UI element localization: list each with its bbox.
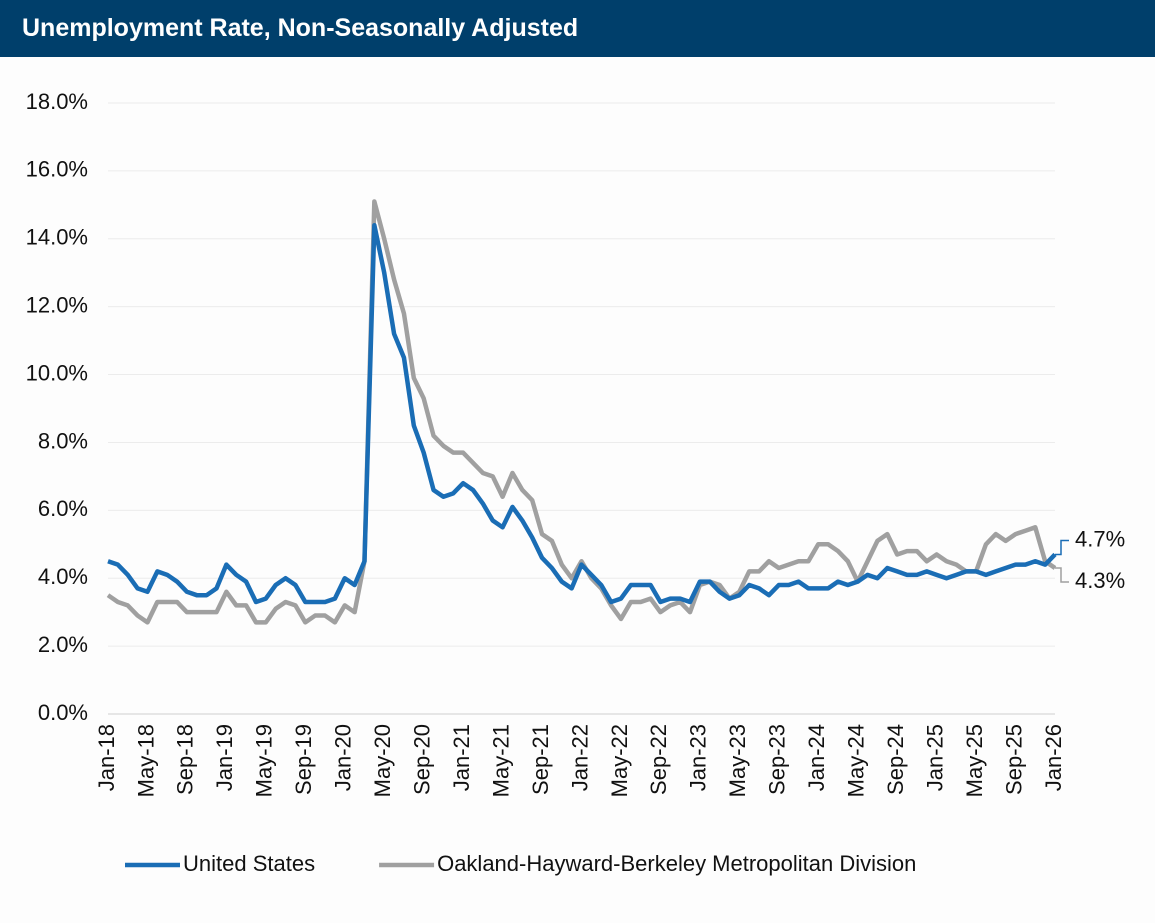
x-tick-label: May-24 (844, 724, 869, 797)
y-tick-label: 2.0% (38, 632, 88, 657)
y-tick-label: 4.0% (38, 564, 88, 589)
x-tick-label: May-22 (607, 724, 632, 797)
x-tick-label: May-19 (252, 724, 277, 797)
legend-label: United States (183, 851, 315, 876)
x-tick-label: Sep-19 (291, 724, 316, 795)
y-tick-label: 16.0% (26, 157, 88, 182)
legend-label: Oakland-Hayward-Berkeley Metropolitan Di… (437, 851, 916, 876)
x-tick-label: Jan-18 (94, 724, 119, 791)
y-tick-label: 6.0% (38, 496, 88, 521)
x-tick-label: Sep-22 (646, 724, 671, 795)
x-tick-label: May-20 (370, 724, 395, 797)
x-tick-label: Jan-21 (449, 724, 474, 791)
x-tick-label: Sep-20 (409, 724, 434, 795)
x-tick-label: Sep-23 (765, 724, 790, 795)
x-tick-label: Jan-20 (331, 724, 356, 791)
header: Unemployment Rate, Non-Seasonally Adjust… (0, 0, 1155, 57)
x-tick-label: Sep-24 (883, 724, 908, 795)
x-tick-label: Jan-26 (1041, 724, 1066, 791)
y-tick-label: 18.0% (26, 89, 88, 114)
x-tick-label: Jan-25 (922, 724, 947, 791)
x-tick-label: Sep-25 (1001, 724, 1026, 795)
x-tick-label: Jan-19 (212, 724, 237, 791)
series-line (106, 199, 1057, 625)
label-leader (1055, 567, 1069, 583)
x-tick-label: May-21 (488, 724, 513, 797)
chart-title: Unemployment Rate, Non-Seasonally Adjust… (22, 14, 579, 42)
y-tick-label: 14.0% (26, 225, 88, 250)
x-tick-label: May-18 (133, 724, 158, 797)
data-label: 4.7% (1075, 526, 1125, 551)
series-line (107, 222, 1057, 605)
chart: 0.0% 2.0% 4.0% 6.0% 8.0% 10.0% 12.0% 14.0% 16.0%… (26, 89, 1126, 876)
y-tick-label: 10.0% (26, 360, 88, 385)
y-tick-label: 8.0% (38, 428, 88, 453)
x-tick-label: Sep-21 (528, 724, 553, 795)
data-label: 4.3% (1075, 568, 1125, 593)
x-tick-label: Sep-18 (173, 724, 198, 795)
x-tick-label: Jan-22 (567, 724, 592, 791)
label-leader (1055, 539, 1069, 556)
y-tick-label: 12.0% (26, 292, 88, 317)
x-tick-label: Jan-24 (804, 724, 829, 791)
x-tick-label: May-25 (962, 724, 987, 797)
x-tick-label: May-23 (725, 724, 750, 797)
x-tick-label: Jan-23 (686, 724, 711, 791)
y-tick-label: 0.0% (38, 700, 88, 725)
